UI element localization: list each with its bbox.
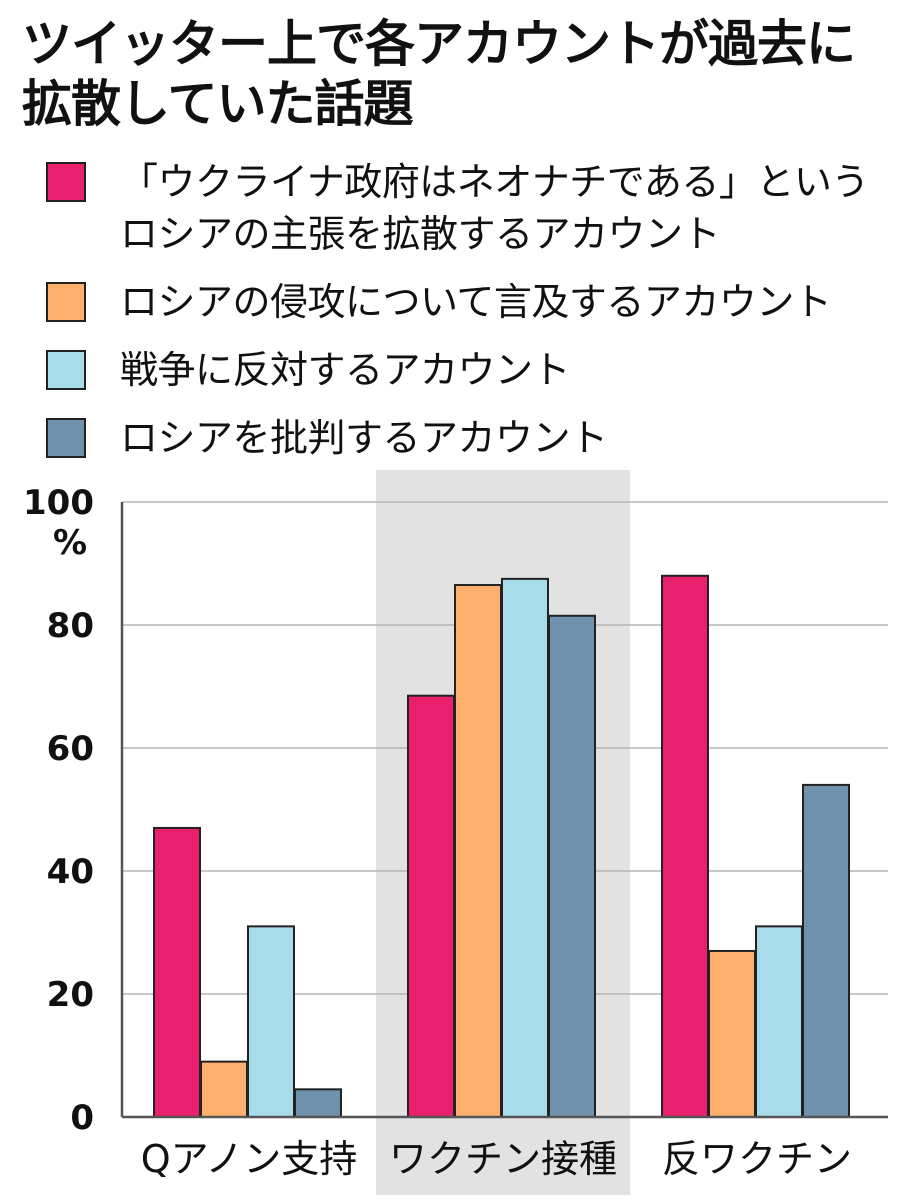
- bar: [153, 826, 201, 1118]
- legend-swatch-invasion-mention: [46, 282, 86, 322]
- bar-chart: 0 20 40 60 80 100 % Qアノン支持 ワクチン接種 反ワクチン: [23, 470, 888, 1195]
- y-tick-labels: 0 20 40 60 80 100: [23, 483, 94, 1138]
- bar: [755, 925, 803, 1118]
- legend-label-line: 戦争に反対するアカウント: [120, 348, 571, 392]
- y-axis-unit: %: [53, 523, 87, 563]
- bar: [802, 783, 850, 1118]
- legend-label-line: ロシアを批判するアカウント: [120, 416, 608, 460]
- bars: [153, 574, 850, 1119]
- y-tick-label: 60: [47, 729, 94, 769]
- bar: [294, 1088, 342, 1119]
- legend-item-russia-critic: ロシアを批判するアカウント: [22, 412, 912, 464]
- bar: [548, 614, 596, 1118]
- legend-label-line: ロシアの主張を拡散するアカウント: [120, 212, 721, 256]
- bar: [501, 577, 549, 1118]
- chart-title-line-1: ツイッター上で各アカウントが過去に: [22, 15, 856, 73]
- bar: [247, 925, 295, 1118]
- y-tick-label: 40: [47, 852, 94, 892]
- y-tick-label: 0: [70, 1098, 94, 1138]
- category-label: Qアノン支持: [141, 1137, 358, 1181]
- legend-item-anti-war: 戦争に反対するアカウント: [22, 344, 912, 396]
- legend-item-invasion-mention: ロシアの侵攻について言及するアカウント: [22, 276, 912, 328]
- category-labels: Qアノン支持 ワクチン接種 反ワクチン: [141, 1137, 852, 1181]
- chart-title: ツイッター上で各アカウントが過去に 拡散していた話題: [22, 14, 912, 134]
- legend-item-neo-nazi-claim: 「ウクライナ政府はネオナチである」という ロシアの主張を拡散するアカウント: [22, 156, 912, 260]
- bar: [454, 584, 502, 1118]
- bar: [708, 949, 756, 1119]
- legend-label-line: ロシアの侵攻について言及するアカウント: [120, 280, 832, 324]
- legend-swatch-anti-war: [46, 350, 86, 390]
- bar: [407, 694, 455, 1118]
- legend-label-line: 「ウクライナ政府はネオナチである」という: [120, 160, 869, 204]
- y-tick-label: 20: [47, 975, 94, 1015]
- category-label: 反ワクチン: [662, 1137, 852, 1181]
- legend-swatch-russia-critic: [46, 418, 86, 458]
- chart-title-line-2: 拡散していた話題: [22, 75, 414, 133]
- y-tick-label: 100: [23, 483, 94, 523]
- bar: [200, 1060, 248, 1119]
- legend-swatch-neo-nazi-claim: [46, 162, 86, 202]
- y-tick-label: 80: [47, 606, 94, 646]
- bar: [661, 574, 709, 1119]
- category-label: ワクチン接種: [389, 1137, 617, 1181]
- axes: [120, 502, 888, 1119]
- legend: 「ウクライナ政府はネオナチである」という ロシアの主張を拡散するアカウント ロシ…: [22, 156, 912, 464]
